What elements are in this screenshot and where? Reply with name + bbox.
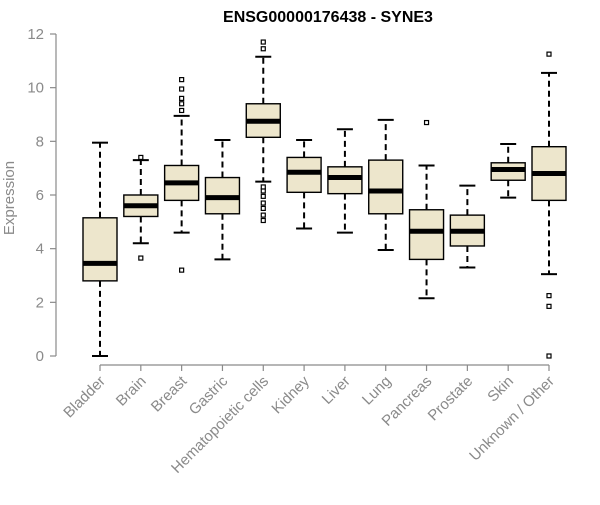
outlier-point xyxy=(546,353,552,359)
outlier-point xyxy=(260,217,266,224)
y-axis-label: Expression xyxy=(1,161,18,235)
x-tick-label: Brain xyxy=(113,373,150,410)
outlier-point xyxy=(260,46,266,52)
outlier-point xyxy=(260,193,266,199)
y-tick-label: 12 xyxy=(27,26,44,43)
outlier-point xyxy=(260,184,266,190)
box-group xyxy=(123,154,159,261)
outlier-point xyxy=(179,267,185,273)
x-tick-label: Bladder xyxy=(60,373,109,422)
box-group xyxy=(163,77,200,273)
box-group xyxy=(408,119,445,300)
outlier-point xyxy=(546,293,552,299)
y-axis: 0 2 4 6 8 10 12 xyxy=(27,26,57,365)
box-iqr xyxy=(408,209,445,261)
outlier-point xyxy=(546,303,552,309)
y-tick-label: 0 xyxy=(36,348,44,365)
box-group xyxy=(327,128,363,234)
chart-title: ENSG00000176438 - SYNE3 xyxy=(223,9,433,26)
y-tick-label: 10 xyxy=(27,80,44,97)
x-tick-label: Kidney xyxy=(268,372,313,417)
box-series xyxy=(82,39,567,359)
y-tick-label: 4 xyxy=(36,241,44,258)
outlier-point xyxy=(260,212,266,218)
outlier-point xyxy=(546,51,552,57)
y-tick-label: 8 xyxy=(36,133,44,150)
outlier-point xyxy=(138,154,144,161)
box-group xyxy=(286,138,322,230)
outlier-point xyxy=(179,86,185,92)
x-tick-label: Breast xyxy=(148,372,191,415)
box-group xyxy=(490,143,526,199)
box-group xyxy=(449,184,486,269)
box-iqr xyxy=(368,159,404,215)
outlier-point xyxy=(260,188,266,194)
outlier-point xyxy=(260,205,266,212)
outlier-point xyxy=(179,77,185,83)
box-group xyxy=(82,141,118,357)
box-group xyxy=(245,39,281,224)
outlier-point xyxy=(260,200,266,206)
box-group xyxy=(368,118,404,252)
outlier-point xyxy=(179,101,185,107)
outlier-point xyxy=(260,39,266,45)
y-tick-label: 6 xyxy=(36,187,44,204)
x-tick-label: Skin xyxy=(484,373,517,406)
outlier-point xyxy=(179,107,185,114)
box-group xyxy=(204,138,241,261)
box-iqr xyxy=(286,156,322,194)
x-tick-label: Prostate xyxy=(425,373,477,425)
box-iqr xyxy=(82,217,118,282)
x-tick-label: Lung xyxy=(359,373,395,409)
outlier-point xyxy=(138,255,144,261)
y-tick-label: 2 xyxy=(36,294,44,311)
box-iqr xyxy=(327,166,363,195)
x-tick-label: Liver xyxy=(319,373,354,408)
outlier-point xyxy=(423,119,430,126)
outlier-point xyxy=(179,95,185,102)
box-group xyxy=(531,51,567,359)
